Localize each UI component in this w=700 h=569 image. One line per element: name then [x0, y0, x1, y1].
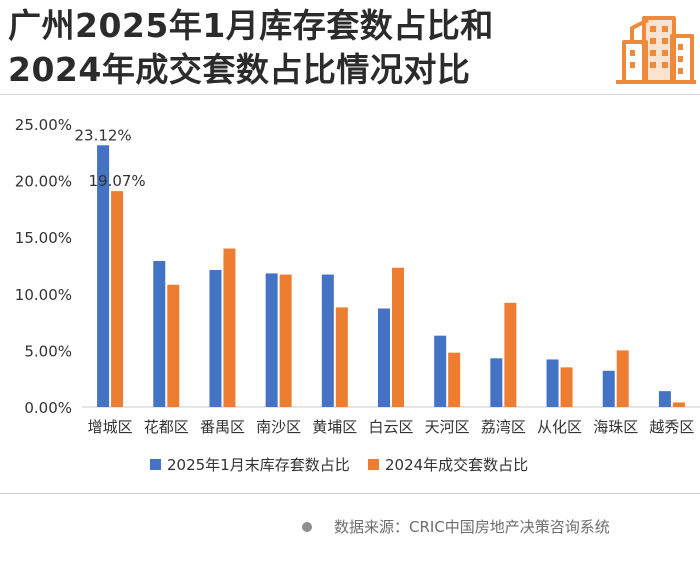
legend-swatch	[150, 459, 161, 470]
legend-label: 2025年1月末库存套数占比	[167, 456, 350, 474]
bar-transaction-3	[279, 274, 292, 407]
data-labels: 23.12% 19.07%	[74, 126, 145, 190]
y-tick-label: 5.00%	[24, 342, 72, 360]
title-line-1: 广州2025年1月库存套数占比和	[8, 6, 494, 45]
y-tick-label: 25.00%	[15, 116, 72, 134]
legend-label: 2024年成交套数占比	[385, 456, 528, 474]
x-tick-label: 白云区	[368, 418, 413, 436]
city-buildings-icon	[616, 16, 696, 84]
legend: 2025年1月末库存套数占比 2024年成交套数占比	[150, 456, 528, 474]
y-tick-label: 20.00%	[15, 173, 72, 191]
y-tick-label: 10.00%	[15, 286, 72, 304]
bar-inventory-2	[209, 270, 222, 407]
x-tick-label: 海珠区	[593, 418, 638, 436]
header-divider	[0, 94, 700, 95]
y-axis-ticks: 0.00% 5.00% 10.00% 15.00% 20.00% 25.00%	[15, 116, 72, 417]
x-tick-label: 番禺区	[200, 418, 245, 436]
x-tick-label: 天河区	[425, 418, 470, 436]
data-source: 数据来源：CRIC中国房地产决策咨询系统	[302, 516, 610, 538]
bar-transaction-6	[448, 352, 461, 407]
y-tick-label: 15.00%	[15, 229, 72, 247]
legend-swatch	[368, 459, 379, 470]
bar-transaction-7	[504, 302, 517, 407]
bar-transaction-4	[335, 307, 348, 407]
bar-transaction-8	[560, 367, 573, 407]
bar-transaction-0	[111, 191, 124, 407]
x-tick-label: 荔湾区	[481, 418, 526, 436]
bar-transaction-10	[672, 402, 685, 407]
x-tick-label: 南沙区	[256, 418, 301, 436]
data-label: 23.12%	[74, 126, 131, 144]
x-tick-label: 增城区	[88, 418, 133, 436]
bar-chart: 0.00% 5.00% 10.00% 15.00% 20.00% 25.00% 23.12…	[15, 116, 700, 474]
x-axis-labels: 增城区 花都区 番禺区 南沙区 黄埔区 白云区 天河区 荔湾区 从化区 海珠区 越秀区	[88, 418, 695, 436]
bars	[97, 145, 685, 407]
bar-inventory-8	[546, 359, 559, 407]
bar-transaction-1	[167, 284, 180, 407]
bar-inventory-10	[658, 391, 671, 407]
title-line-2: 2024年成交套数占比情况对比	[8, 50, 471, 89]
bullet-dot-icon	[302, 521, 312, 532]
x-tick-label: 越秀区	[649, 418, 694, 436]
chart-title: 广州2025年1月库存套数占比和 2024年成交套数占比情况对比	[8, 4, 494, 92]
data-source-text: 数据来源：CRIC中国房地产决策咨询系统	[334, 518, 610, 536]
bar-transaction-2	[223, 248, 236, 407]
bar-inventory-7	[490, 358, 503, 407]
x-tick-label: 花都区	[144, 418, 189, 436]
bar-transaction-9	[616, 350, 629, 407]
x-tick-label: 黄埔区	[312, 418, 357, 436]
x-tick-label: 从化区	[537, 418, 582, 436]
bar-inventory-6	[434, 335, 447, 407]
bar-inventory-9	[602, 370, 615, 407]
footer-divider	[0, 493, 700, 494]
y-tick-label: 0.00%	[24, 399, 72, 417]
bar-transaction-5	[392, 267, 404, 407]
bar-inventory-1	[153, 260, 166, 407]
data-label: 19.07%	[88, 172, 145, 190]
bar-inventory-0	[97, 145, 110, 407]
bar-inventory-5	[378, 308, 390, 407]
bar-inventory-3	[265, 273, 278, 407]
bar-inventory-4	[321, 274, 334, 407]
